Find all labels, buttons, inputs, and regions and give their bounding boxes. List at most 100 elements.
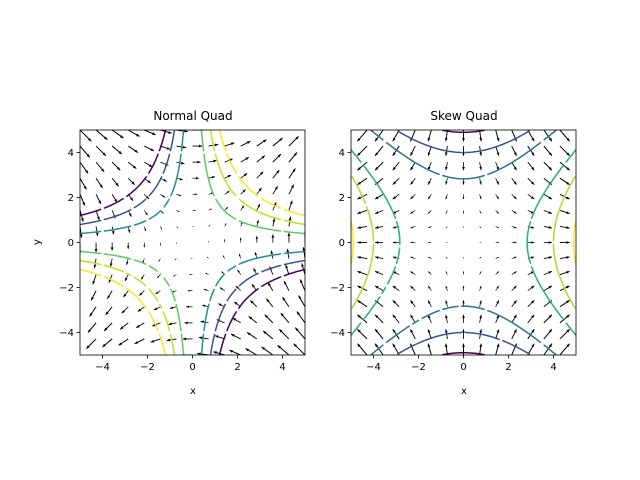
quiver-arrow (462, 210, 465, 214)
quiver-arrow (410, 161, 416, 171)
quiver-arrow (224, 190, 230, 195)
quiver-arrow (134, 338, 145, 345)
quiver-arrow (495, 241, 499, 244)
quiver-arrow (80, 130, 92, 142)
quiver-arrow (127, 242, 130, 249)
quiver-arrow (304, 177, 305, 179)
quiver-arrow (392, 161, 400, 171)
quiver-arrow (272, 137, 283, 147)
quiver-arrow (95, 145, 107, 157)
quiver-arrow (110, 242, 114, 251)
quiver-arrow (445, 178, 448, 185)
quiver-arrow (392, 314, 400, 324)
quiver-arrow (511, 226, 517, 229)
quiver-arrow (80, 161, 89, 174)
quiver-arrow (208, 224, 211, 227)
quiver-arrow (224, 142, 235, 147)
quiver-arrow (208, 159, 217, 163)
quiver-arrow (357, 241, 368, 244)
quiver-arrow (288, 136, 299, 147)
quiver-arrow (272, 169, 280, 179)
quiver-arrow (240, 156, 250, 163)
quiver-arrow (127, 145, 139, 153)
quiver-arrow (240, 140, 251, 147)
quiver-arrow (495, 314, 500, 324)
quiver-arrow (543, 328, 553, 340)
quiver-arrow (80, 306, 81, 308)
quiver-arrow (153, 306, 161, 311)
quiver-arrow (410, 271, 416, 275)
quiver-arrow (559, 130, 571, 142)
y-tick-label: −4 (59, 328, 74, 339)
quiver-arrow (543, 226, 553, 229)
quiver-arrow (127, 226, 131, 233)
quiver-arrow (285, 264, 290, 275)
quiver-arrow (575, 338, 576, 339)
quiver-arrow (208, 176, 216, 179)
quiver-arrow (462, 271, 465, 275)
quiver-arrow (351, 226, 352, 227)
quiver-arrow (575, 130, 576, 131)
quiver-arrow (462, 285, 465, 291)
quiver-arrow (479, 194, 482, 200)
x-tick-label: −4 (366, 362, 381, 373)
quiver-arrow (159, 242, 161, 246)
quiver-arrow (277, 344, 290, 355)
quiver-arrow (232, 317, 241, 324)
quiver-arrow (111, 130, 124, 139)
quiver-arrow (272, 218, 276, 227)
quiver-arrow (575, 306, 576, 307)
quiver-arrow (296, 311, 305, 324)
y-tick-label: −2 (59, 283, 74, 294)
quiver-arrow (356, 343, 368, 355)
quiver-arrow (80, 145, 91, 158)
quiver-arrow (89, 306, 97, 317)
quiver-arrow (351, 258, 352, 259)
quiver-arrow (575, 258, 576, 259)
quiver-arrow (187, 289, 193, 292)
quiver-arrow (267, 282, 274, 291)
quiver-arrow (559, 209, 570, 215)
quiver-arrow (427, 300, 432, 307)
quiver-arrow (511, 271, 517, 275)
quiver-arrow (301, 263, 305, 275)
quiver-arrow (237, 269, 242, 275)
quiver-arrow (495, 210, 500, 214)
quiver-arrow (288, 168, 296, 179)
quiver-arrow (527, 145, 535, 157)
quiver-arrow (357, 161, 368, 171)
quiver-arrow (250, 300, 258, 308)
quiver-arrow (462, 314, 465, 323)
contour-line (80, 130, 305, 355)
quiver-arrow (559, 225, 570, 229)
quiver-arrow (261, 346, 274, 355)
quiver-arrow (192, 193, 198, 196)
quiver-arrow (575, 226, 576, 227)
y-tick-label: −4 (330, 328, 345, 339)
quiver-arrow (94, 242, 98, 253)
quiver-arrow (102, 338, 113, 348)
quiver-arrow (280, 312, 290, 324)
quiver-arrow (283, 280, 290, 291)
quiver-arrow (176, 210, 180, 213)
quiver-arrow (357, 270, 368, 276)
quiver-arrow (543, 285, 553, 292)
quiver-arrow (427, 226, 432, 229)
quiver-arrow (479, 162, 482, 171)
quiver-arrow (262, 330, 274, 340)
quiver-arrow (124, 274, 129, 282)
quiver-arrow (392, 328, 400, 340)
quiver-arrow (246, 332, 258, 340)
quiver-arrow (351, 178, 352, 179)
quiver-arrow (511, 300, 517, 308)
quiver-arrow (427, 271, 432, 275)
quiver-arrow (374, 161, 384, 171)
quiver-arrow (119, 322, 129, 330)
quiver-arrow (90, 290, 97, 301)
quiver-arrow (176, 177, 183, 181)
quiver-arrow (214, 335, 225, 340)
quiver-arrow (256, 203, 261, 211)
quiver-arrow (160, 193, 166, 198)
quiver-arrow (264, 314, 274, 324)
y-tick-label: −2 (330, 283, 345, 294)
